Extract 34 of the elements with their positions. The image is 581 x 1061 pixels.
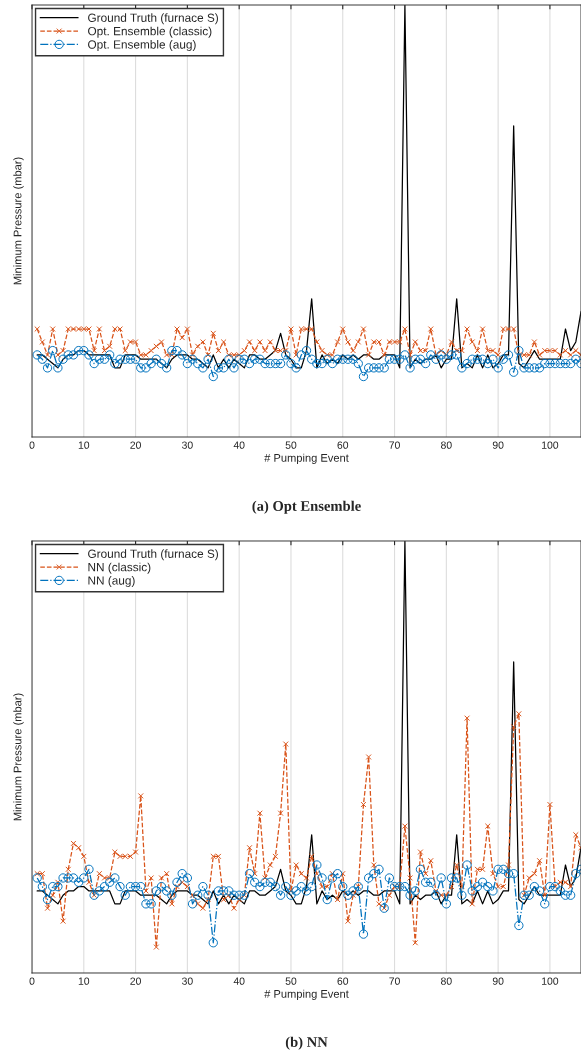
- x-tick-label: 100: [542, 977, 559, 985]
- x-tick-label: 60: [337, 441, 349, 449]
- legend-label: Ground Truth (furnace S): [88, 549, 218, 561]
- x-tick-label: 0: [29, 441, 35, 449]
- x-tick-label: 20: [130, 977, 141, 985]
- y-axis-title: Minimum Pressure (mbar): [13, 157, 24, 285]
- x-tick-label: 100: [542, 441, 559, 449]
- x-tick-label: 10: [78, 977, 90, 985]
- x-tick-label: 70: [389, 441, 400, 449]
- legend-label: Opt. Ensemble (aug): [88, 40, 196, 51]
- x-tick-label: 40: [233, 977, 245, 985]
- legend-label: Ground Truth (furnace S): [88, 13, 218, 25]
- x-tick-label: 70: [389, 977, 400, 985]
- y-axis-title: Minimum Pressure (mbar): [13, 693, 24, 821]
- legend-label: Opt. Ensemble (classic): [88, 26, 212, 38]
- x-tick-label: 10: [78, 441, 90, 449]
- x-tick-label: 50: [285, 977, 297, 985]
- legend-label: NN (aug): [88, 576, 135, 587]
- x-tick-label: 20: [130, 441, 141, 449]
- x-tick-label: 0: [29, 977, 35, 985]
- x-tick-label: 60: [337, 977, 349, 985]
- x-tick-label: 80: [441, 977, 452, 985]
- x-tick-label: 50: [285, 441, 297, 449]
- x-tick-label: 40: [233, 441, 245, 449]
- x-axis-title: # Pumping Event: [264, 453, 349, 465]
- x-axis-title: # Pumping Event: [264, 989, 349, 1001]
- text: (a) Opt Ensemble: [252, 500, 361, 514]
- legend-label: NN (classic): [88, 562, 151, 574]
- x-tick-label: 30: [181, 977, 193, 985]
- x-tick-label: 90: [492, 441, 504, 449]
- x-tick-label: 90: [492, 977, 504, 985]
- text: (b) NN: [285, 1036, 328, 1050]
- x-tick-label: 80: [441, 441, 452, 449]
- x-tick-label: 30: [181, 441, 193, 449]
